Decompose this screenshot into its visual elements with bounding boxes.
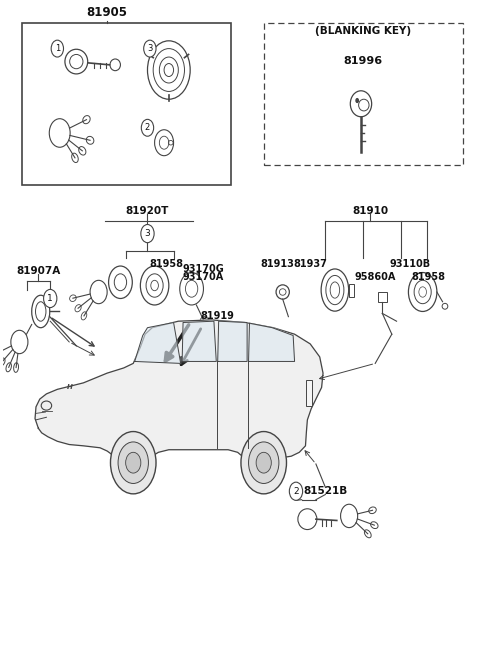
- Circle shape: [355, 98, 359, 103]
- Text: 81920T: 81920T: [126, 206, 169, 216]
- Circle shape: [141, 225, 154, 242]
- Text: 2: 2: [145, 123, 150, 132]
- Bar: [264, 23, 463, 166]
- Circle shape: [44, 290, 57, 308]
- Bar: [306, 380, 312, 405]
- Text: 81919: 81919: [201, 311, 235, 321]
- Text: 1: 1: [55, 44, 60, 53]
- Polygon shape: [135, 322, 180, 364]
- Text: 2: 2: [293, 487, 299, 496]
- Bar: [22, 23, 230, 185]
- Text: 93170G: 93170G: [182, 264, 224, 274]
- Circle shape: [289, 482, 302, 500]
- Circle shape: [118, 442, 148, 483]
- Text: 81937: 81937: [293, 259, 327, 269]
- Text: 93110B: 93110B: [389, 259, 431, 269]
- Circle shape: [249, 442, 279, 483]
- Text: (BLANKING KEY): (BLANKING KEY): [315, 26, 411, 36]
- Text: 1: 1: [48, 294, 53, 303]
- Text: 93170A: 93170A: [182, 272, 224, 282]
- Text: 81907A: 81907A: [16, 266, 60, 276]
- Circle shape: [241, 432, 287, 494]
- Text: 81958: 81958: [412, 272, 446, 282]
- Text: 81521B: 81521B: [303, 486, 348, 496]
- Polygon shape: [218, 321, 247, 362]
- Circle shape: [256, 453, 271, 473]
- Text: H: H: [67, 384, 73, 390]
- Text: 81958: 81958: [149, 259, 183, 269]
- Text: 81910: 81910: [352, 206, 388, 216]
- Polygon shape: [182, 321, 216, 362]
- Text: 81905: 81905: [87, 7, 128, 20]
- Text: 3: 3: [147, 44, 153, 53]
- Bar: [348, 284, 354, 297]
- Text: 3: 3: [144, 229, 150, 238]
- Text: 81996: 81996: [344, 56, 383, 66]
- Text: 81913: 81913: [260, 259, 294, 269]
- Circle shape: [51, 40, 63, 57]
- Circle shape: [110, 432, 156, 494]
- Circle shape: [144, 40, 156, 57]
- Bar: [378, 292, 387, 302]
- Polygon shape: [249, 323, 295, 362]
- Polygon shape: [35, 320, 323, 462]
- Circle shape: [141, 119, 154, 136]
- Circle shape: [126, 453, 141, 473]
- Text: 95860A: 95860A: [355, 272, 396, 282]
